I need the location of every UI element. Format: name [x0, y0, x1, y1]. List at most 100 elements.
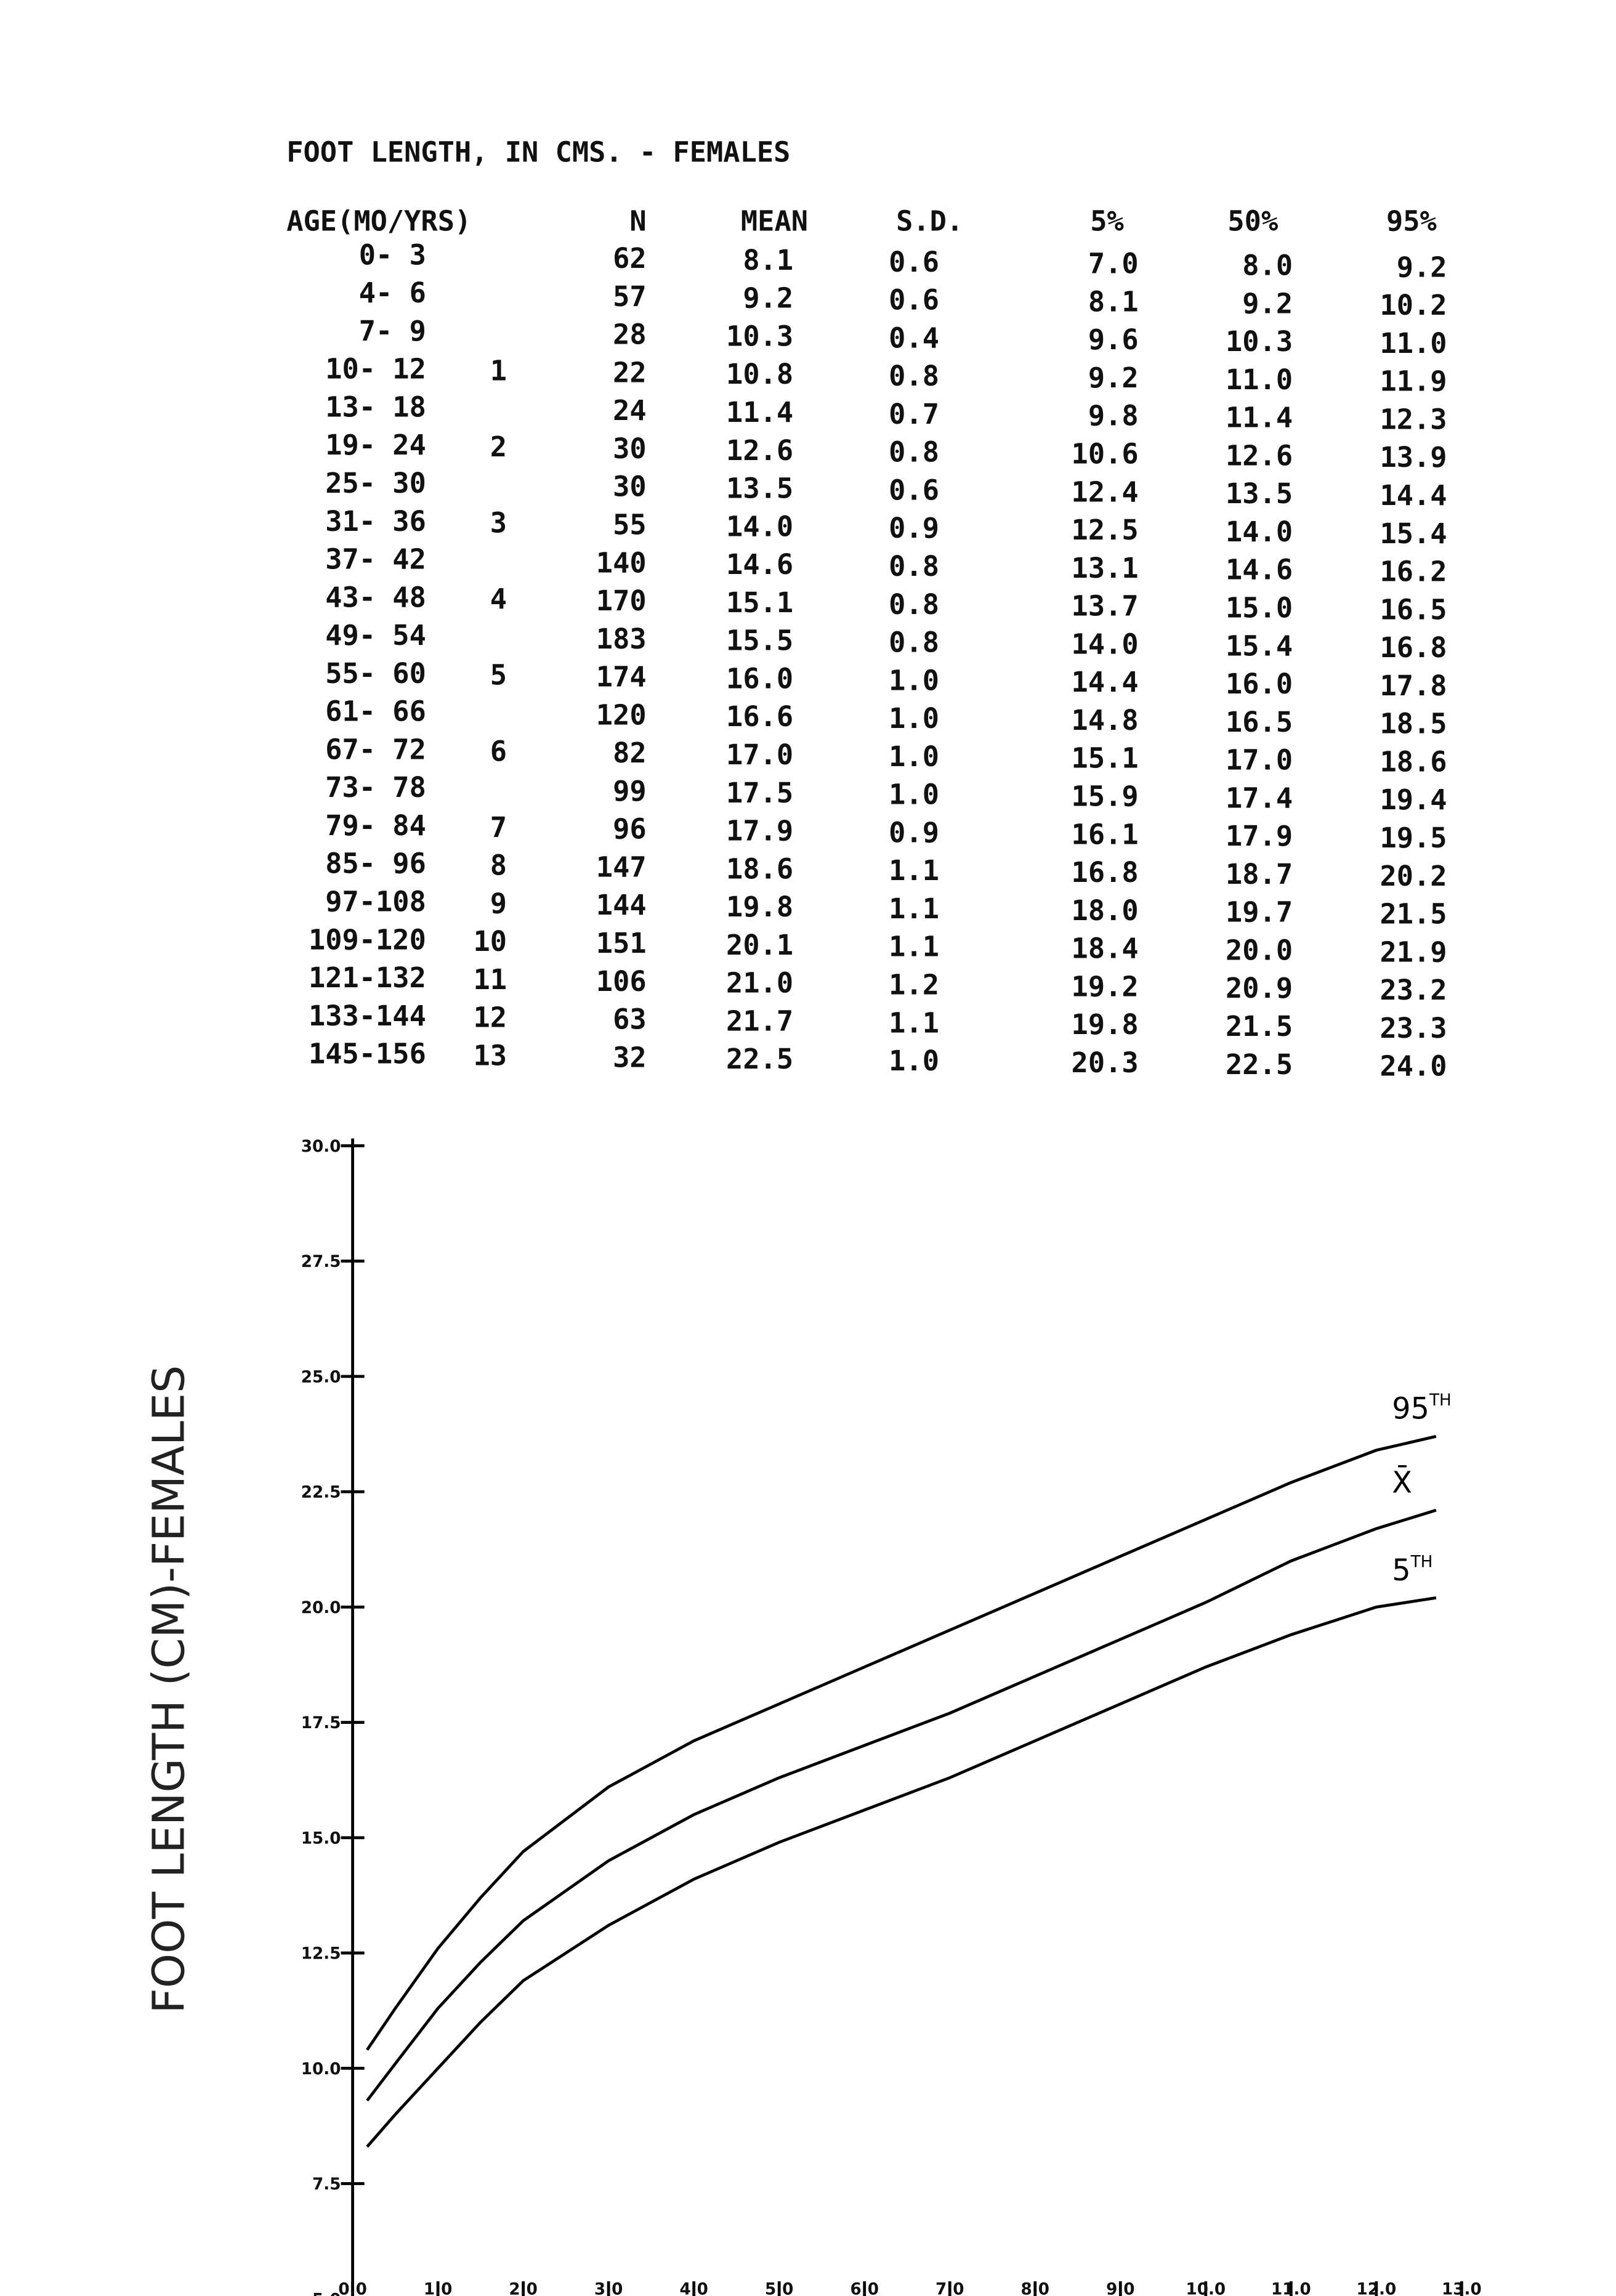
table-cell: 15.4 — [1380, 517, 1447, 550]
table-cell: 0.4 — [889, 321, 939, 354]
table-cell: 18.0 — [1072, 894, 1139, 927]
table-cell: 17.0 — [1226, 744, 1293, 777]
x-tick-label: 12.0 — [1357, 2281, 1397, 2296]
table-cell: 19- 24 — [325, 429, 426, 461]
table-cell: 1.0 — [889, 778, 939, 811]
table-cell: 147 — [596, 851, 647, 883]
table-cell: 30 — [613, 471, 647, 503]
table-cell: 13 — [473, 1039, 507, 1072]
x-tick-label: 0.0 — [338, 2281, 366, 2296]
y-axis-label: FOOT LENGTH (CM)-FEMALES — [143, 1365, 194, 2014]
table-cell: 8.1 — [743, 244, 793, 277]
y-tick-label: 30.0 — [301, 1138, 341, 1156]
x-tick-label: 5.0 — [765, 2281, 793, 2296]
table-cell: 8 — [490, 849, 507, 882]
table-cell: 61- 66 — [325, 695, 426, 728]
table-cell: 0.9 — [889, 512, 939, 544]
table-cell: 4 — [490, 583, 507, 615]
y-tick-label: 25.0 — [301, 1368, 341, 1386]
table-cell: 15.9 — [1072, 780, 1139, 812]
y-tick-label: 27.5 — [301, 1253, 341, 1271]
table-cell: 11.0 — [1226, 363, 1293, 396]
table-cell: 4- 6 — [359, 277, 426, 309]
table-cell: 67- 72 — [325, 733, 426, 766]
table-cell: 15.0 — [1226, 591, 1293, 624]
table-cell: 21.5 — [1380, 898, 1447, 931]
table-cell: 183 — [596, 623, 647, 655]
table-cell: 13.9 — [1380, 441, 1447, 474]
table-cell: 37- 42 — [325, 543, 426, 576]
table-cell: 25- 30 — [325, 467, 426, 499]
table-cell: 85- 96 — [325, 847, 426, 880]
table-cell: 15.1 — [726, 586, 793, 619]
table-cell: 16.8 — [1380, 631, 1447, 664]
y-tick-label: 15.0 — [301, 1829, 341, 1848]
table-cell: 7- 9 — [359, 315, 426, 347]
table-cell: 11.0 — [1380, 327, 1447, 360]
table-cell: 1 — [490, 355, 507, 387]
table-cell: 9.2 — [1088, 362, 1139, 394]
x-tick-label: 9.0 — [1106, 2281, 1134, 2296]
table-cell: 0.6 — [889, 474, 939, 506]
table-cell: 19.2 — [1072, 970, 1139, 1003]
table-cell: 62 — [613, 242, 647, 275]
table-cell: 1.0 — [889, 702, 939, 735]
curve — [366, 1508, 1437, 2102]
column-header: S.D. — [896, 204, 963, 237]
table-cell: 21.9 — [1380, 936, 1447, 968]
column-header: 5% — [1090, 204, 1124, 237]
table-cell: 23.2 — [1380, 974, 1447, 1006]
table-cell: 22 — [613, 356, 647, 389]
table-cell: 20.1 — [726, 929, 793, 961]
table-cell: 3 — [490, 507, 507, 540]
curve-label-text: 95 — [1392, 1393, 1429, 1426]
column-header: AGE(MO/YRS) — [286, 204, 471, 237]
table-cell: 12.6 — [1226, 439, 1293, 472]
column-header: 95% — [1386, 204, 1437, 237]
x-tick-label: 8.0 — [1021, 2281, 1049, 2296]
table-cell: 79- 84 — [325, 809, 426, 842]
table-cell: 19.7 — [1226, 896, 1293, 929]
table-cell: 13.5 — [726, 472, 793, 505]
table-cell: 1.0 — [889, 740, 939, 773]
table-cell: 14.6 — [1226, 554, 1293, 586]
table-cell: 1.1 — [889, 931, 939, 963]
table-cell: 14.6 — [726, 548, 793, 581]
table-cell: 11 — [473, 963, 507, 996]
curve — [366, 1596, 1437, 2148]
table-cell: 19.5 — [1380, 822, 1447, 854]
table-cell: 32 — [613, 1041, 647, 1073]
x-tick-label: 11.0 — [1271, 2281, 1311, 2296]
table-cell: 120 — [596, 698, 647, 731]
curve-label-sup: TH — [1410, 1553, 1433, 1571]
table-cell: 151 — [596, 927, 647, 960]
column-header: MEAN — [741, 204, 808, 237]
x-tick-label: 1.0 — [424, 2281, 452, 2296]
table-cell: 13- 18 — [325, 390, 426, 423]
table-cell: 14.4 — [1072, 666, 1139, 698]
table-cell: 18.5 — [1380, 708, 1447, 740]
table-cell: 14.0 — [1226, 515, 1293, 548]
table-cell: 17.4 — [1226, 782, 1293, 814]
table-cell: 23.3 — [1380, 1012, 1447, 1045]
table-cell: 21.5 — [1226, 1010, 1293, 1043]
table-cell: 14.8 — [1072, 704, 1139, 737]
table-cell: 0.7 — [889, 398, 939, 430]
table-cell: 7 — [490, 811, 507, 844]
table-cell: 16.0 — [726, 662, 793, 695]
table-cell: 49- 54 — [325, 619, 426, 652]
table-cell: 14.0 — [726, 510, 793, 543]
table-cell: 8.1 — [1088, 285, 1139, 318]
table-cell: 16.0 — [1226, 668, 1293, 700]
curve — [366, 1434, 1437, 2051]
table-cell: 21.0 — [726, 967, 793, 1000]
table-cell: 28 — [613, 318, 647, 351]
table-cell: 16.1 — [1072, 818, 1139, 851]
table-cell: 0- 3 — [359, 238, 426, 271]
y-tick-label: 10.0 — [301, 2060, 341, 2079]
table-cell: 55 — [613, 508, 647, 541]
table-cell: 14.4 — [1380, 479, 1447, 512]
table-cell: 21.7 — [726, 1004, 793, 1037]
y-tick-label: 17.5 — [301, 1714, 341, 1732]
